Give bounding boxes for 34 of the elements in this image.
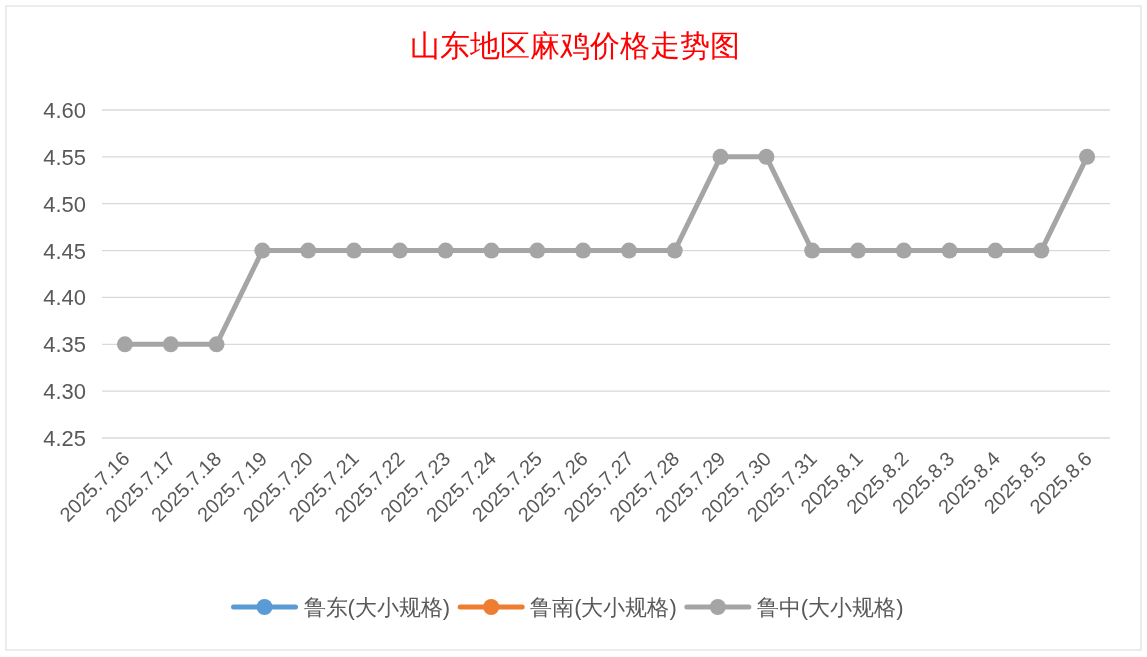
point	[804, 242, 821, 259]
legend-label: 鲁南(大小规格)	[530, 595, 677, 620]
point	[391, 242, 408, 259]
legend-label: 鲁东(大小规格)	[303, 595, 451, 620]
y-tick-label: 4.45	[43, 238, 86, 264]
y-tick-label: 4.60	[43, 98, 86, 123]
legend-label: 鲁中(大小规格)	[756, 595, 904, 620]
y-tick-label: 4.40	[43, 285, 86, 311]
point	[529, 242, 546, 259]
point	[483, 242, 500, 259]
point	[941, 242, 958, 259]
point	[758, 148, 775, 165]
y-tick-label: 4.50	[43, 191, 86, 217]
point	[116, 336, 133, 353]
point	[208, 336, 225, 353]
point	[254, 242, 271, 259]
point	[987, 242, 1004, 259]
point	[895, 242, 912, 259]
point	[437, 242, 454, 259]
point	[162, 336, 179, 353]
y-tick-label: 4.35	[43, 332, 86, 358]
point	[346, 242, 362, 259]
point	[850, 242, 866, 259]
point	[712, 148, 729, 165]
point	[1033, 242, 1050, 259]
y-tick-label: 4.55	[43, 144, 86, 170]
chart-title: 山东地区麻鸡价格走势图	[410, 29, 740, 62]
y-tick-label: 4.30	[43, 379, 86, 405]
y-tick-label: 4.25	[43, 426, 86, 451]
point	[575, 242, 592, 259]
point	[666, 242, 683, 259]
point	[300, 242, 317, 259]
point	[620, 242, 637, 259]
point	[1079, 148, 1096, 165]
